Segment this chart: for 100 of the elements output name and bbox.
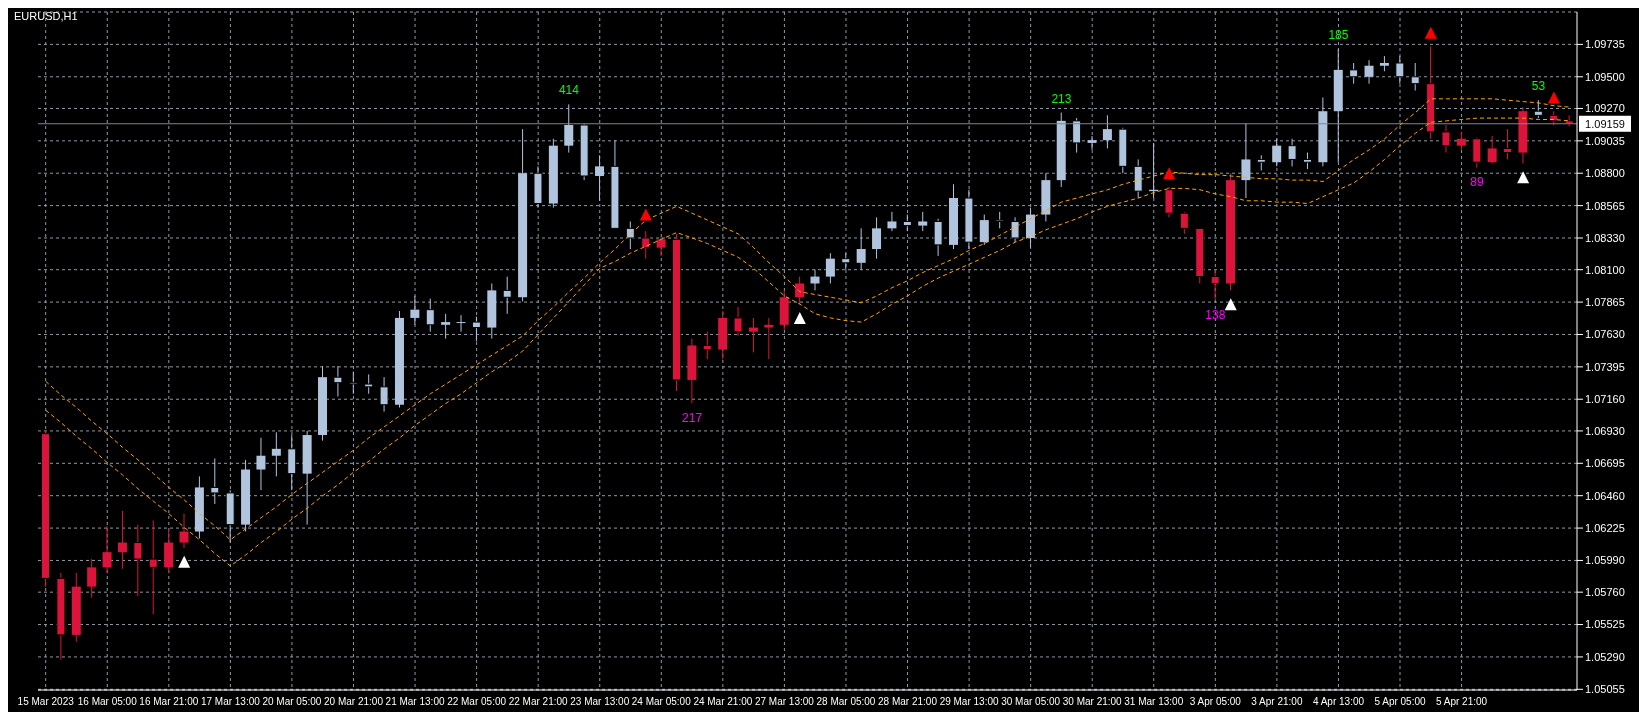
candlestick (117, 510, 127, 570)
candlestick (1241, 123, 1251, 199)
x-tick-label: 23 Mar 13:00 (570, 696, 630, 708)
candlestick (764, 317, 774, 360)
x-tick-label: 17 Mar 13:00 (200, 696, 261, 708)
x-tick-label: 3 Apr 21:00 (1251, 696, 1303, 708)
candlestick (1210, 269, 1220, 301)
chart-title: EURUSD,H1 (14, 10, 78, 22)
x-tick-label: 27 Mar 13:00 (754, 696, 815, 708)
candlestick (1441, 124, 1451, 154)
candlestick (702, 331, 712, 360)
candlestick (1503, 128, 1513, 160)
candlestick (887, 211, 897, 232)
x-tick-label: 16 Mar 05:00 (77, 696, 138, 708)
y-tick-label: 1.05760 (1585, 586, 1625, 599)
candlestick (564, 103, 574, 154)
x-tick-label: 24 Mar 05:00 (631, 696, 692, 708)
point (1424, 26, 1437, 39)
candlestick (795, 276, 805, 305)
candlestick (1287, 138, 1297, 167)
x-tick-label: 20 Mar 05:00 (262, 696, 322, 708)
y-tick-label: 1.08800 (1585, 167, 1625, 180)
y-tick-label: 1.06930 (1585, 424, 1625, 437)
point (1224, 298, 1237, 311)
x-tick-label: 28 Mar 05:00 (816, 696, 876, 708)
candlestick (872, 216, 882, 260)
annotation: 414 (558, 83, 580, 98)
y-tick-label: 1.07395 (1585, 360, 1625, 373)
y-tick-label: 1.09270 (1585, 102, 1625, 115)
candlestick (1364, 59, 1374, 85)
candlestick (148, 520, 158, 615)
candlestick (1102, 114, 1112, 149)
y-tick-label: 1.05990 (1585, 554, 1625, 567)
y-tick-label: 1.07160 (1585, 393, 1625, 406)
point (639, 208, 652, 221)
candlestick (471, 316, 481, 342)
x-tick-label: 30 Mar 21:00 (1062, 696, 1123, 708)
ref-line-label: 1.09159 (1585, 117, 1625, 130)
candlestick (933, 218, 943, 257)
y-tick-label: 1.06460 (1585, 489, 1625, 502)
annotation: 185 (1328, 28, 1349, 43)
candlestick (1395, 55, 1405, 85)
y-tick-label: 1.08100 (1585, 263, 1625, 276)
candlestick (1410, 62, 1420, 92)
candlestick (733, 306, 743, 337)
candlestick (1025, 207, 1035, 249)
candlestick (348, 371, 358, 395)
annotation: 213 (1051, 91, 1072, 106)
candlestick (271, 431, 281, 477)
x-tick-label: 3 Apr 05:00 (1189, 696, 1242, 708)
candlestick (656, 236, 666, 257)
candlestick (1272, 138, 1282, 167)
y-tick-label: 1.08565 (1585, 199, 1625, 212)
candlestick (379, 376, 389, 413)
candlestick (364, 373, 374, 395)
x-tick-label: 24 Mar 21:00 (693, 696, 753, 708)
x-tick-label: 28 Mar 21:00 (878, 696, 938, 708)
candlestick (748, 317, 758, 353)
candlestick (1072, 117, 1082, 154)
y-tick-label: 1.05290 (1585, 650, 1625, 663)
candlestick (595, 154, 605, 202)
candlestick (979, 214, 989, 246)
x-tick-label: 21 Mar 13:00 (385, 696, 445, 708)
candlestick (641, 230, 651, 260)
point (1163, 167, 1176, 180)
candlestick (502, 276, 512, 315)
x-tick-label: 22 Mar 21:00 (508, 696, 569, 708)
x-tick-label: 15 Mar 2023 (17, 696, 75, 708)
candlestick (256, 437, 266, 491)
candlestick (1349, 62, 1359, 85)
candlestick (1487, 135, 1497, 165)
candlestick (825, 252, 835, 284)
candlestick (625, 220, 635, 250)
candlestick (210, 457, 220, 505)
candlestick (1087, 135, 1097, 151)
x-tick-label: 5 Apr 21:00 (1436, 696, 1488, 708)
y-tick-label: 1.08330 (1585, 231, 1625, 244)
x-tick-label: 22 Mar 05:00 (447, 696, 507, 708)
point (178, 555, 191, 568)
candlestick (87, 558, 97, 599)
candlestick (333, 365, 343, 397)
y-tick-label: 1.05525 (1585, 618, 1625, 631)
candlestick (1164, 186, 1174, 218)
candlestick (1179, 211, 1189, 235)
point (1517, 171, 1530, 184)
candlestick (1010, 216, 1020, 243)
x-tick-label: 5 Apr 05:00 (1374, 696, 1427, 708)
candlestick (102, 525, 112, 574)
x-tick-label: 31 Mar 13:00 (1124, 696, 1184, 708)
y-tick-label: 1.06695 (1585, 457, 1625, 470)
y-tick-label: 1.05055 (1585, 683, 1625, 696)
annotation: 138 (1205, 307, 1226, 322)
annotation: 89 (1470, 175, 1484, 190)
candlestick (1472, 136, 1482, 169)
candlestick (425, 298, 435, 333)
x-tick-label: 16 Mar 21:00 (139, 696, 199, 708)
point (1547, 91, 1560, 104)
candlestick (133, 524, 143, 597)
candlestick (856, 227, 866, 271)
y-tick-label: 1.09735 (1585, 38, 1625, 51)
